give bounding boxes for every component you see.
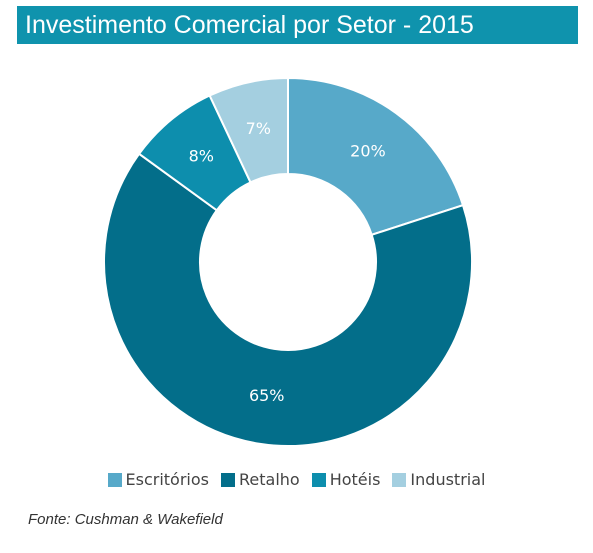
chart-legend: Escritórios Retalho Hotéis Industrial	[0, 470, 593, 489]
legend-item-2: Hotéis	[311, 470, 381, 489]
slice-data-label-2: 8%	[189, 147, 214, 166]
slice-data-label-3: 7%	[246, 119, 271, 138]
legend-swatch-0	[107, 472, 122, 487]
legend-swatch-3	[392, 472, 407, 487]
slice-data-label-1: 65%	[249, 386, 285, 405]
legend-item-3: Industrial	[392, 470, 485, 489]
legend-label-2: Hotéis	[329, 470, 381, 489]
chart-title: Investimento Comercial por Setor - 2015	[17, 6, 578, 44]
legend-label-0: Escritórios	[125, 470, 209, 489]
legend-swatch-1	[221, 472, 235, 487]
legend-item-0: Escritórios	[107, 470, 209, 489]
source-note: Fonte: Cushman & Wakefield	[28, 511, 223, 528]
legend-label-3: Industrial	[410, 470, 486, 489]
legend-item-1: Retalho	[221, 470, 300, 489]
slice-data-label-0: 20%	[350, 141, 386, 160]
donut-slice-1	[103, 152, 473, 447]
legend-swatch-2	[311, 472, 326, 487]
donut-slice-0	[287, 76, 465, 237]
legend-label-1: Retalho	[239, 470, 300, 489]
donut-slice-3	[208, 76, 289, 184]
